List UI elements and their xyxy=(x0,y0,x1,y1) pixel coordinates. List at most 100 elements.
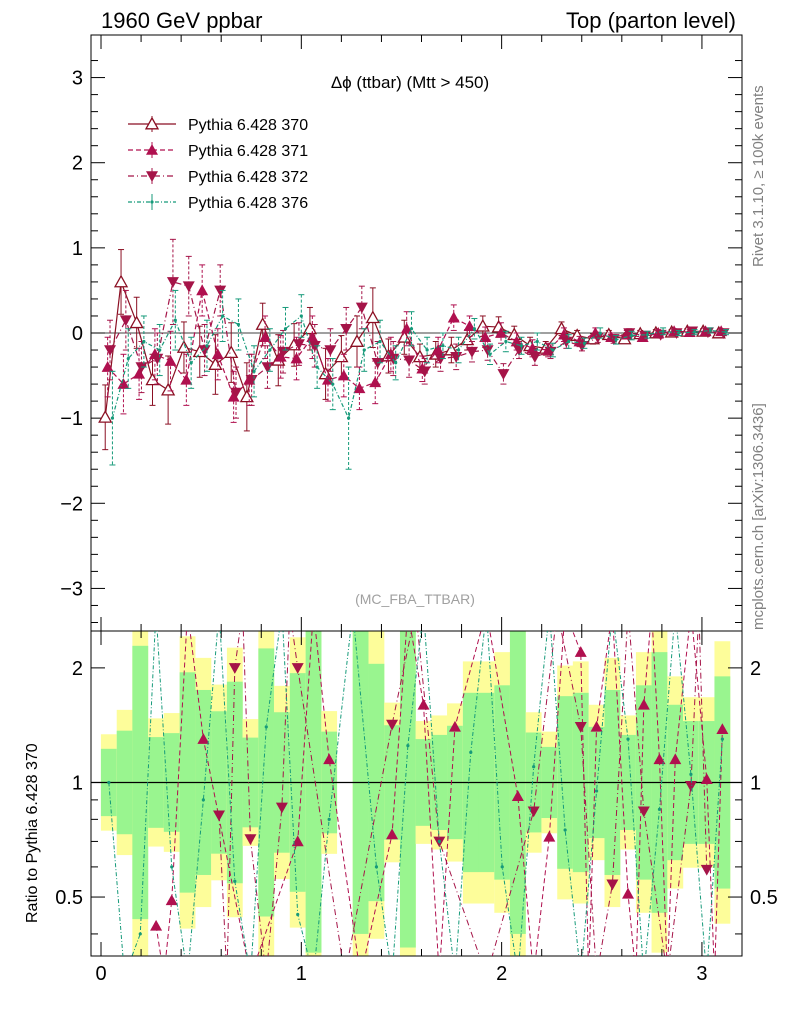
data-point xyxy=(432,344,445,355)
data-point xyxy=(198,345,211,357)
data-point xyxy=(129,315,144,329)
data-point xyxy=(507,327,522,341)
data-point xyxy=(117,378,130,389)
data-point xyxy=(598,331,602,335)
data-point xyxy=(417,698,430,710)
y-tick-label: 1 xyxy=(72,238,83,260)
data-point xyxy=(337,369,350,381)
data-point xyxy=(692,330,697,334)
legend-item: Pythia 6.428 371 xyxy=(128,142,308,160)
y-tick-label: 0.5 xyxy=(55,887,83,909)
data-point xyxy=(574,646,587,657)
data-point xyxy=(365,310,380,324)
data-point xyxy=(472,327,476,331)
data-point xyxy=(144,116,160,130)
data-point xyxy=(119,315,132,327)
data-point xyxy=(511,790,524,802)
data-point xyxy=(283,327,288,331)
data-point xyxy=(386,828,399,840)
data-point xyxy=(434,353,447,365)
data-point xyxy=(228,663,241,674)
band-inner xyxy=(399,631,416,948)
y-tick-label: 3 xyxy=(72,68,83,90)
data-point xyxy=(221,314,225,318)
data-point xyxy=(637,806,650,818)
data-point xyxy=(614,338,618,342)
y-tick-label: −2 xyxy=(60,493,83,515)
data-point xyxy=(214,285,227,297)
data-point xyxy=(244,834,257,846)
data-point xyxy=(291,663,304,674)
data-point xyxy=(513,345,526,357)
data-point xyxy=(166,277,179,288)
data-point xyxy=(236,322,241,327)
data-point xyxy=(233,879,237,883)
series-line xyxy=(107,290,722,398)
data-point xyxy=(716,723,729,735)
data-point xyxy=(264,725,268,729)
ratio-series-2 xyxy=(107,631,724,956)
legend-label: Pythia 6.428 371 xyxy=(188,143,308,160)
data-point xyxy=(394,361,398,365)
series-line xyxy=(109,281,724,394)
data-point xyxy=(138,932,142,936)
data-point xyxy=(684,781,697,792)
data-point xyxy=(708,328,712,333)
data-point xyxy=(161,382,176,396)
data-point xyxy=(607,334,620,345)
data-point xyxy=(563,828,567,832)
legend-label: Pythia 6.428 376 xyxy=(188,195,308,212)
data-point xyxy=(142,339,146,344)
data-point xyxy=(146,144,158,155)
data-point xyxy=(245,375,258,386)
data-point xyxy=(400,322,413,334)
data-point xyxy=(299,314,303,318)
data-point xyxy=(158,348,162,352)
data-point xyxy=(98,409,113,423)
data-point xyxy=(447,311,460,323)
data-point xyxy=(150,919,163,931)
data-point xyxy=(176,340,192,353)
data-point xyxy=(570,328,585,342)
data-point xyxy=(403,355,416,367)
data-point xyxy=(497,369,510,380)
data-point xyxy=(133,367,146,379)
data-point xyxy=(239,389,254,403)
data-point xyxy=(519,344,524,348)
data-point xyxy=(500,865,504,869)
data-point xyxy=(645,333,650,337)
main-axes: −3 −2 −1 0 1 2 3 xyxy=(60,35,742,631)
data-point xyxy=(532,765,536,769)
watermark: (MC_FBA_TTBAR) xyxy=(355,591,475,607)
data-point xyxy=(340,323,353,335)
data-point xyxy=(205,344,209,348)
band-inner xyxy=(305,631,322,953)
y-tick-label: 2 xyxy=(72,153,83,175)
data-point xyxy=(259,331,272,343)
data-point xyxy=(463,320,476,331)
data-point xyxy=(196,284,209,296)
y-tick-label: 2 xyxy=(72,658,83,680)
x-tick-label: 3 xyxy=(696,963,707,985)
data-point xyxy=(626,737,630,741)
data-point xyxy=(323,753,336,765)
data-point xyxy=(661,329,665,333)
data-point xyxy=(504,339,508,344)
data-point xyxy=(371,358,384,369)
data-point xyxy=(590,720,603,732)
data-point xyxy=(606,879,619,891)
data-point xyxy=(165,894,178,906)
data-point xyxy=(292,339,305,351)
data-point xyxy=(197,733,210,744)
data-point xyxy=(101,361,114,372)
data-point xyxy=(324,345,337,357)
data-point xyxy=(495,327,508,338)
data-point xyxy=(362,348,366,352)
main-title: Δϕ (ttbar) (Mtt > 450) xyxy=(331,73,489,92)
data-point xyxy=(378,339,382,344)
data-point xyxy=(104,345,117,357)
data-point xyxy=(574,722,587,733)
data-point xyxy=(700,864,713,876)
data-point xyxy=(212,810,225,822)
